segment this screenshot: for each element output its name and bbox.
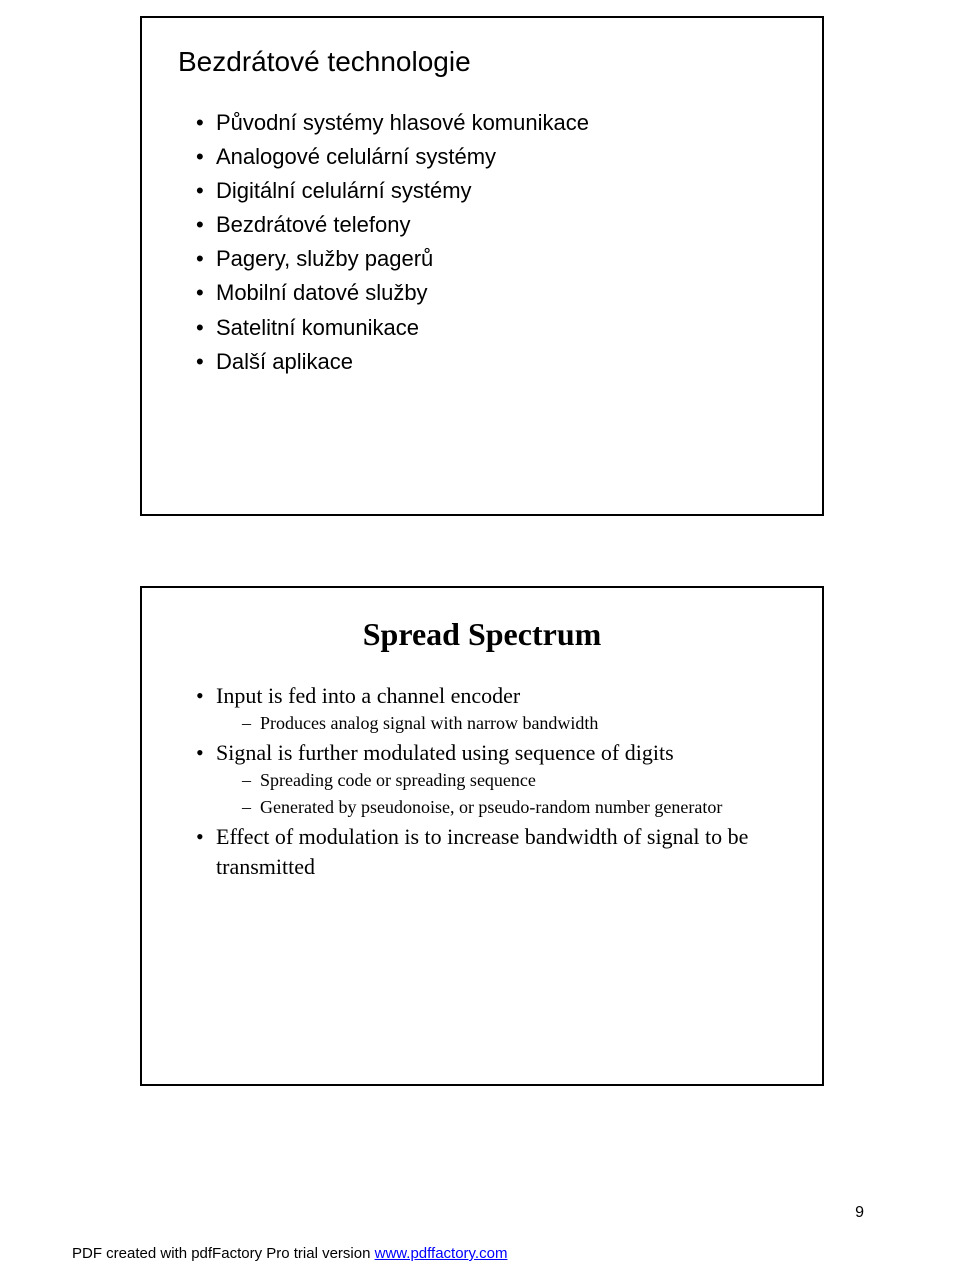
footer: PDF created with pdfFactory Pro trial ve… (72, 1245, 507, 1262)
list-item: Pagery, služby pagerů (196, 242, 786, 276)
sub-list: Spreading code or spreading sequence Gen… (216, 768, 786, 820)
footer-link[interactable]: www.pdffactory.com (375, 1245, 508, 1262)
list-item: Původní systémy hlasové komunikace (196, 106, 786, 140)
list-item-text: Input is fed into a channel encoder (216, 683, 520, 708)
list-item: Analogové celulární systémy (196, 140, 786, 174)
list-item: Signal is further modulated using sequen… (196, 738, 786, 820)
list-item: Další aplikace (196, 345, 786, 379)
slide-1-list: Původní systémy hlasové komunikace Analo… (178, 106, 786, 379)
slide-2-title: Spread Spectrum (178, 616, 786, 653)
slide-1-title: Bezdrátové technologie (178, 46, 786, 78)
list-item: Digitální celulární systémy (196, 174, 786, 208)
footer-prefix: PDF created with pdfFactory Pro trial ve… (72, 1245, 375, 1262)
sub-item: Generated by pseudonoise, or pseudo-rand… (242, 795, 786, 820)
sub-list: Produces analog signal with narrow bandw… (216, 711, 786, 736)
slide-1: Bezdrátové technologie Původní systémy h… (140, 16, 824, 516)
list-item-text: Effect of modulation is to increase band… (216, 824, 748, 879)
list-item: Input is fed into a channel encoder Prod… (196, 681, 786, 736)
list-item: Bezdrátové telefony (196, 208, 786, 242)
list-item: Effect of modulation is to increase band… (196, 822, 786, 881)
slide-2-list: Input is fed into a channel encoder Prod… (178, 681, 786, 881)
list-item: Mobilní datové služby (196, 276, 786, 310)
slide-2: Spread Spectrum Input is fed into a chan… (140, 586, 824, 1086)
sub-item: Spreading code or spreading sequence (242, 768, 786, 793)
list-item: Satelitní komunikace (196, 311, 786, 345)
sub-item: Produces analog signal with narrow bandw… (242, 711, 786, 736)
page-number: 9 (855, 1204, 864, 1222)
list-item-text: Signal is further modulated using sequen… (216, 740, 674, 765)
